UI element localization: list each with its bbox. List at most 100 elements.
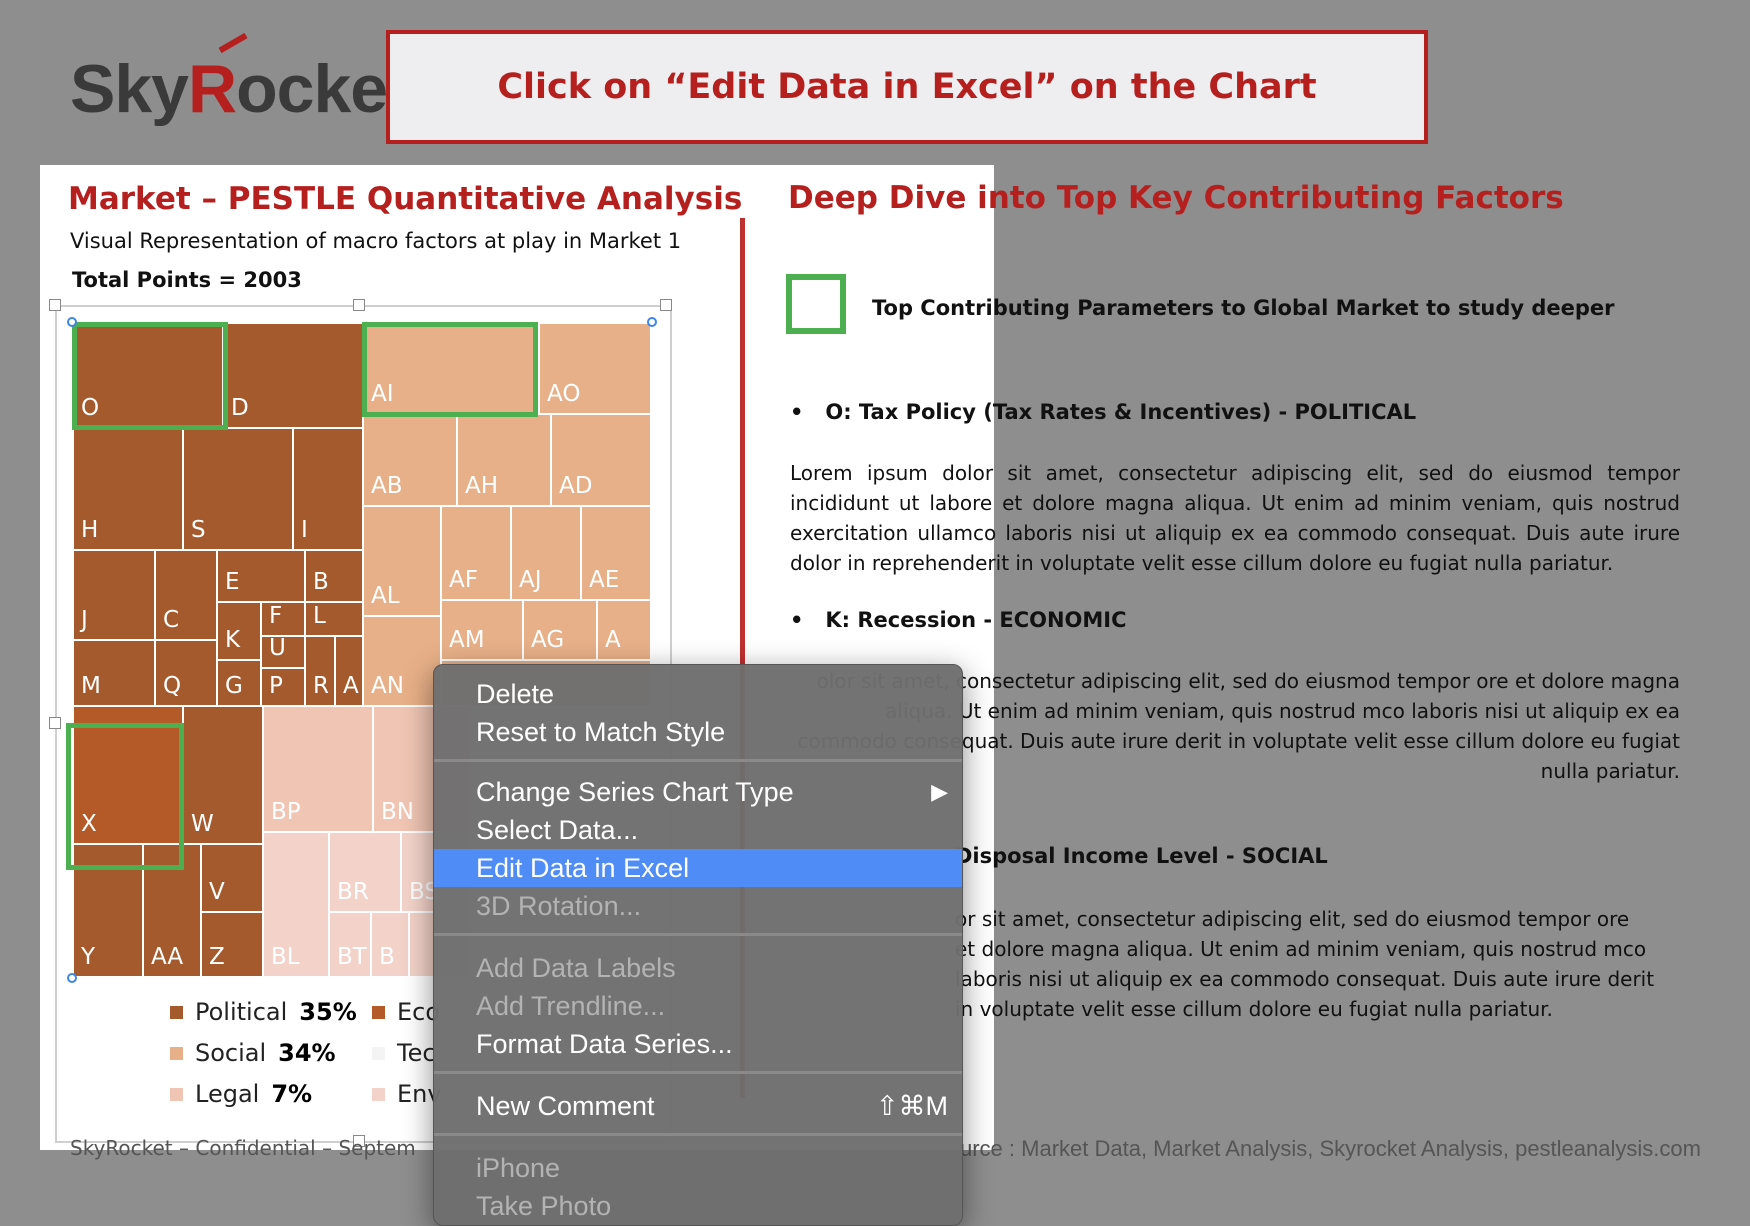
treemap-cell[interactable]: AA xyxy=(142,843,202,978)
treemap-cell[interactable]: AN xyxy=(362,615,442,707)
legend-item-political: Political 35% xyxy=(170,998,357,1026)
menu-separator xyxy=(434,759,962,762)
resize-handle[interactable] xyxy=(660,299,672,311)
deep-dive-title: Deep Dive into Top Key Contributing Fact… xyxy=(788,180,1564,216)
treemap-cell[interactable]: AI xyxy=(362,322,540,415)
submenu-arrow-icon: ▶ xyxy=(931,779,948,804)
paragraph-1: Lorem ipsum dolor sit amet, consectetur … xyxy=(790,461,1680,575)
menu-separator xyxy=(434,1133,962,1136)
context-menu: Delete Reset to Match Style Change Serie… xyxy=(433,664,963,1226)
treemap-cell[interactable]: AM xyxy=(440,599,524,661)
slide-subtitle: Visual Representation of macro factors a… xyxy=(70,229,682,253)
treemap-cell[interactable]: X xyxy=(72,705,184,845)
legend-swatch xyxy=(372,1046,385,1060)
resize-handle[interactable] xyxy=(353,1135,365,1147)
treemap-cell[interactable]: C xyxy=(154,549,218,641)
total-points: Total Points = 2003 xyxy=(72,268,302,292)
treemap-cell[interactable]: F xyxy=(260,601,306,637)
paragraph-3: or sit amet, consectetur adipiscing elit… xyxy=(955,907,1655,1021)
shortcut-label: ⇧⌘M xyxy=(875,1091,948,1121)
treemap-cell[interactable]: AF xyxy=(440,505,512,601)
treemap-cell[interactable]: V xyxy=(200,843,264,913)
plot-area-handle[interactable] xyxy=(67,973,77,983)
treemap-cell[interactable]: AO xyxy=(538,322,652,415)
legend-item-social: Social 34% xyxy=(170,1039,336,1067)
treemap-cell[interactable]: J xyxy=(72,549,156,641)
legend-swatch xyxy=(372,1005,385,1019)
treemap-cell[interactable]: Y xyxy=(72,843,144,978)
logo-wordmark: SkyRocket xyxy=(70,51,410,127)
treemap-cell[interactable]: H xyxy=(72,427,184,551)
treemap-cell[interactable]: S xyxy=(182,427,294,551)
menu-item-select-data[interactable]: Select Data... xyxy=(476,815,639,845)
treemap-cell[interactable]: K xyxy=(216,601,262,661)
bullet-political: • O: Tax Policy (Tax Rates & Incentives)… xyxy=(790,400,1417,424)
menu-item-edit-data-in-excel[interactable]: Edit Data in Excel xyxy=(434,849,962,887)
key-text: Top Contributing Parameters to Global Ma… xyxy=(872,296,1615,320)
vertical-divider xyxy=(740,218,745,1098)
treemap-cell[interactable]: AJ xyxy=(510,505,582,601)
menu-separator xyxy=(434,1071,962,1074)
treemap-cell[interactable]: B xyxy=(370,911,410,978)
treemap-cell[interactable]: AL xyxy=(362,505,442,617)
treemap-cell[interactable]: Z xyxy=(200,911,264,978)
treemap-cell[interactable]: G xyxy=(216,659,262,707)
menu-separator xyxy=(434,933,962,936)
treemap-cell[interactable]: BL xyxy=(262,831,330,978)
treemap-cell[interactable]: R xyxy=(304,635,336,707)
treemap-cell[interactable]: AH xyxy=(456,413,552,507)
treemap-cell[interactable]: W xyxy=(182,705,264,845)
instruction-banner: Click on “Edit Data in Excel” on the Cha… xyxy=(386,30,1428,144)
treemap-cell[interactable]: Q xyxy=(154,639,218,707)
treemap-cell[interactable]: A xyxy=(334,635,364,707)
bullet-economic: • K: Recession - ECONOMIC xyxy=(790,608,1127,632)
legend-swatch xyxy=(170,1087,183,1101)
slide-title: Market – PESTLE Quantitative Analysis xyxy=(68,181,743,217)
resize-handle[interactable] xyxy=(353,299,365,311)
treemap-cell[interactable]: E xyxy=(216,549,306,603)
menu-item-add-data-labels: Add Data Labels xyxy=(476,953,676,983)
bullet-social: Disposal Income Level - SOCIAL xyxy=(955,844,1328,868)
legend-item-economic: Eco xyxy=(372,998,440,1026)
treemap-cell[interactable]: BT xyxy=(328,911,372,978)
treemap-cell[interactable]: L xyxy=(304,601,364,637)
legend-swatch xyxy=(170,1046,183,1060)
treemap-cell[interactable]: D xyxy=(222,322,364,429)
footer-confidential: SkyRocket – Confidential – Septem xyxy=(70,1136,416,1160)
treemap-cell[interactable]: I xyxy=(292,427,364,551)
footer-source: urce : Market Data, Market Analysis, Sky… xyxy=(960,1136,1701,1161)
menu-item-iphone-header: iPhone xyxy=(476,1153,561,1183)
treemap-cell[interactable]: A xyxy=(596,599,652,661)
menu-item-reset-style[interactable]: Reset to Match Style xyxy=(476,717,726,747)
menu-item-change-chart-type[interactable]: Change Series Chart Type ▶ xyxy=(434,773,962,811)
instruction-text: Click on “Edit Data in Excel” on the Cha… xyxy=(497,67,1317,107)
menu-item-3d-rotation: 3D Rotation... xyxy=(476,891,642,921)
legend-swatch xyxy=(170,1005,183,1019)
treemap-cell[interactable]: BP xyxy=(262,705,374,833)
treemap-cell[interactable]: U xyxy=(260,635,306,669)
treemap-cell[interactable]: AE xyxy=(580,505,652,601)
legend-item-technological: Tec xyxy=(372,1039,436,1067)
treemap-cell[interactable]: O xyxy=(72,322,224,429)
menu-item-delete[interactable]: Delete xyxy=(476,679,555,709)
menu-item-new-comment[interactable]: New Comment ⇧⌘M xyxy=(434,1087,962,1125)
plot-area-handle[interactable] xyxy=(647,317,657,327)
treemap-cell[interactable]: AD xyxy=(550,413,652,507)
treemap-cell[interactable]: P xyxy=(260,667,306,707)
legend-swatch xyxy=(372,1087,385,1101)
menu-item-format-data-series[interactable]: Format Data Series... xyxy=(476,1029,733,1059)
treemap-cell[interactable]: AB xyxy=(362,413,458,507)
menu-item-add-trendline: Add Trendline... xyxy=(476,991,666,1021)
treemap-cell[interactable]: M xyxy=(72,639,156,707)
plot-area-handle[interactable] xyxy=(67,317,77,327)
treemap-cell[interactable]: BR xyxy=(328,831,402,913)
key-swatch xyxy=(786,274,846,334)
legend-item-environmental: Env xyxy=(372,1080,442,1108)
resize-handle[interactable] xyxy=(49,299,61,311)
legend-item-legal: Legal 7% xyxy=(170,1080,312,1108)
skyrocket-logo: SkyRocket xyxy=(70,32,410,140)
treemap-cell[interactable]: AG xyxy=(522,599,598,661)
treemap-cell[interactable]: B xyxy=(304,549,364,603)
menu-item-take-photo[interactable]: Take Photo xyxy=(476,1191,612,1221)
resize-handle[interactable] xyxy=(49,717,61,729)
